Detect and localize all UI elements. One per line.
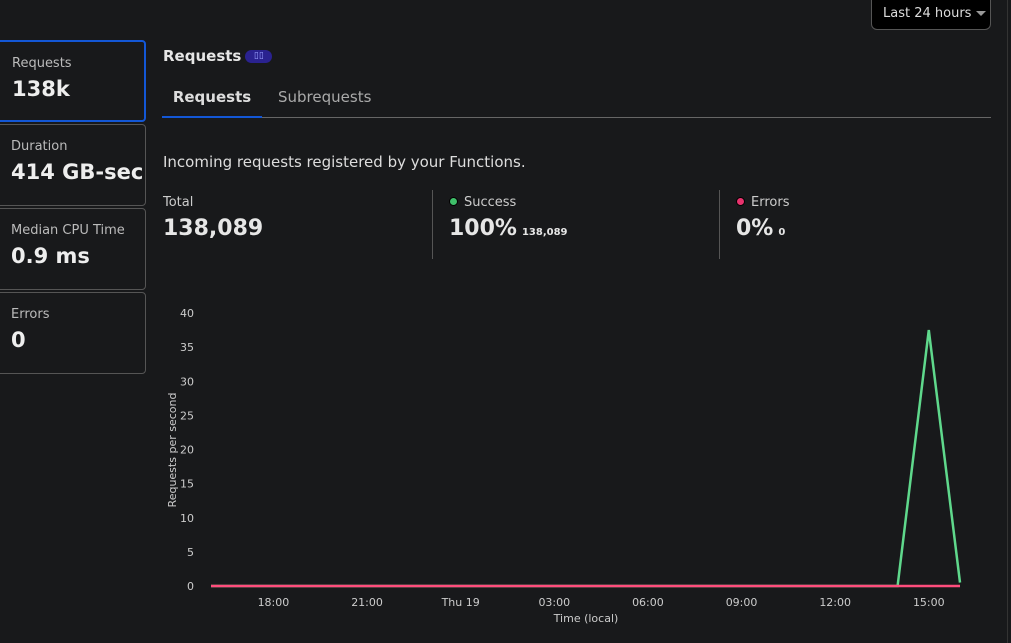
x-tick-label: 21:00 (351, 596, 383, 609)
description: Incoming requests registered by your Fun… (163, 153, 526, 171)
card-value: 0 (11, 328, 26, 352)
y-tick-label: 20 (180, 444, 194, 457)
time-range-select[interactable]: Last 24 hours (871, 0, 991, 30)
metric-card-cpu[interactable]: Median CPU Time 0.9 ms (0, 208, 146, 290)
page-title: Requests ▯▯ (163, 47, 273, 65)
stat-value: 0% (736, 216, 774, 241)
stat-value: 100% (449, 216, 517, 241)
tab-subrequests[interactable]: Subrequests (278, 88, 372, 106)
x-tick-label: 09:00 (726, 596, 758, 609)
metric-card-errors[interactable]: Errors 0 (0, 292, 146, 374)
title-text: Requests (163, 47, 242, 65)
y-tick-label: 5 (187, 546, 194, 559)
x-tick-label: 12:00 (819, 596, 851, 609)
stat-value: 138,089 (163, 216, 264, 241)
tab-bar: Requests Subrequests (162, 78, 991, 118)
card-label: Duration (11, 139, 68, 154)
y-tick-label: 10 (180, 512, 194, 525)
divider (719, 190, 720, 259)
y-tick-label: 35 (180, 341, 194, 354)
metric-card-requests[interactable]: Requests 138k (0, 40, 146, 122)
card-value: 138k (12, 77, 70, 101)
y-tick-label: 0 (187, 580, 194, 593)
x-tick-label: 15:00 (913, 596, 945, 609)
chevron-down-icon (976, 11, 987, 16)
x-tick-label: 03:00 (538, 596, 570, 609)
stat-success: Success 100% 138,089 (432, 195, 568, 241)
y-tick-label: 40 (180, 307, 194, 320)
metric-card-duration[interactable]: Duration 414 GB-sec (0, 124, 146, 206)
x-tick-label: 06:00 (632, 596, 664, 609)
tab-requests[interactable]: Requests (162, 88, 262, 118)
success-dot-icon (449, 197, 458, 206)
y-tick-label: 15 (180, 478, 194, 491)
error-dot-icon (736, 197, 745, 206)
card-label: Median CPU Time (11, 223, 125, 238)
card-label: Requests (12, 56, 72, 71)
time-range-label: Last 24 hours (883, 6, 972, 21)
card-value: 414 GB-sec (11, 160, 144, 184)
stat-label: Errors (751, 195, 790, 210)
x-tick-label: 18:00 (258, 596, 290, 609)
y-tick-label: 25 (180, 409, 194, 422)
docs-book-icon[interactable]: ▯▯ (245, 50, 273, 63)
divider (432, 190, 433, 259)
y-tick-label: 30 (180, 375, 194, 388)
stat-count: 0 (778, 227, 786, 238)
stat-total: Total 138,089 (146, 195, 263, 241)
card-value: 0.9 ms (11, 244, 90, 268)
stat-label: Success (464, 195, 517, 210)
series-line-success (211, 329, 962, 588)
stat-count: 138,089 (521, 227, 568, 238)
scrollbar[interactable] (1007, 0, 1008, 643)
y-axis-label: Requests per second (166, 393, 179, 508)
x-tick-label: Thu 19 (441, 596, 480, 609)
stat-errors: Errors 0% 0 (719, 195, 789, 241)
card-label: Errors (11, 307, 50, 322)
x-axis-label: Time (local) (553, 612, 619, 625)
stat-label: Total (163, 195, 194, 210)
